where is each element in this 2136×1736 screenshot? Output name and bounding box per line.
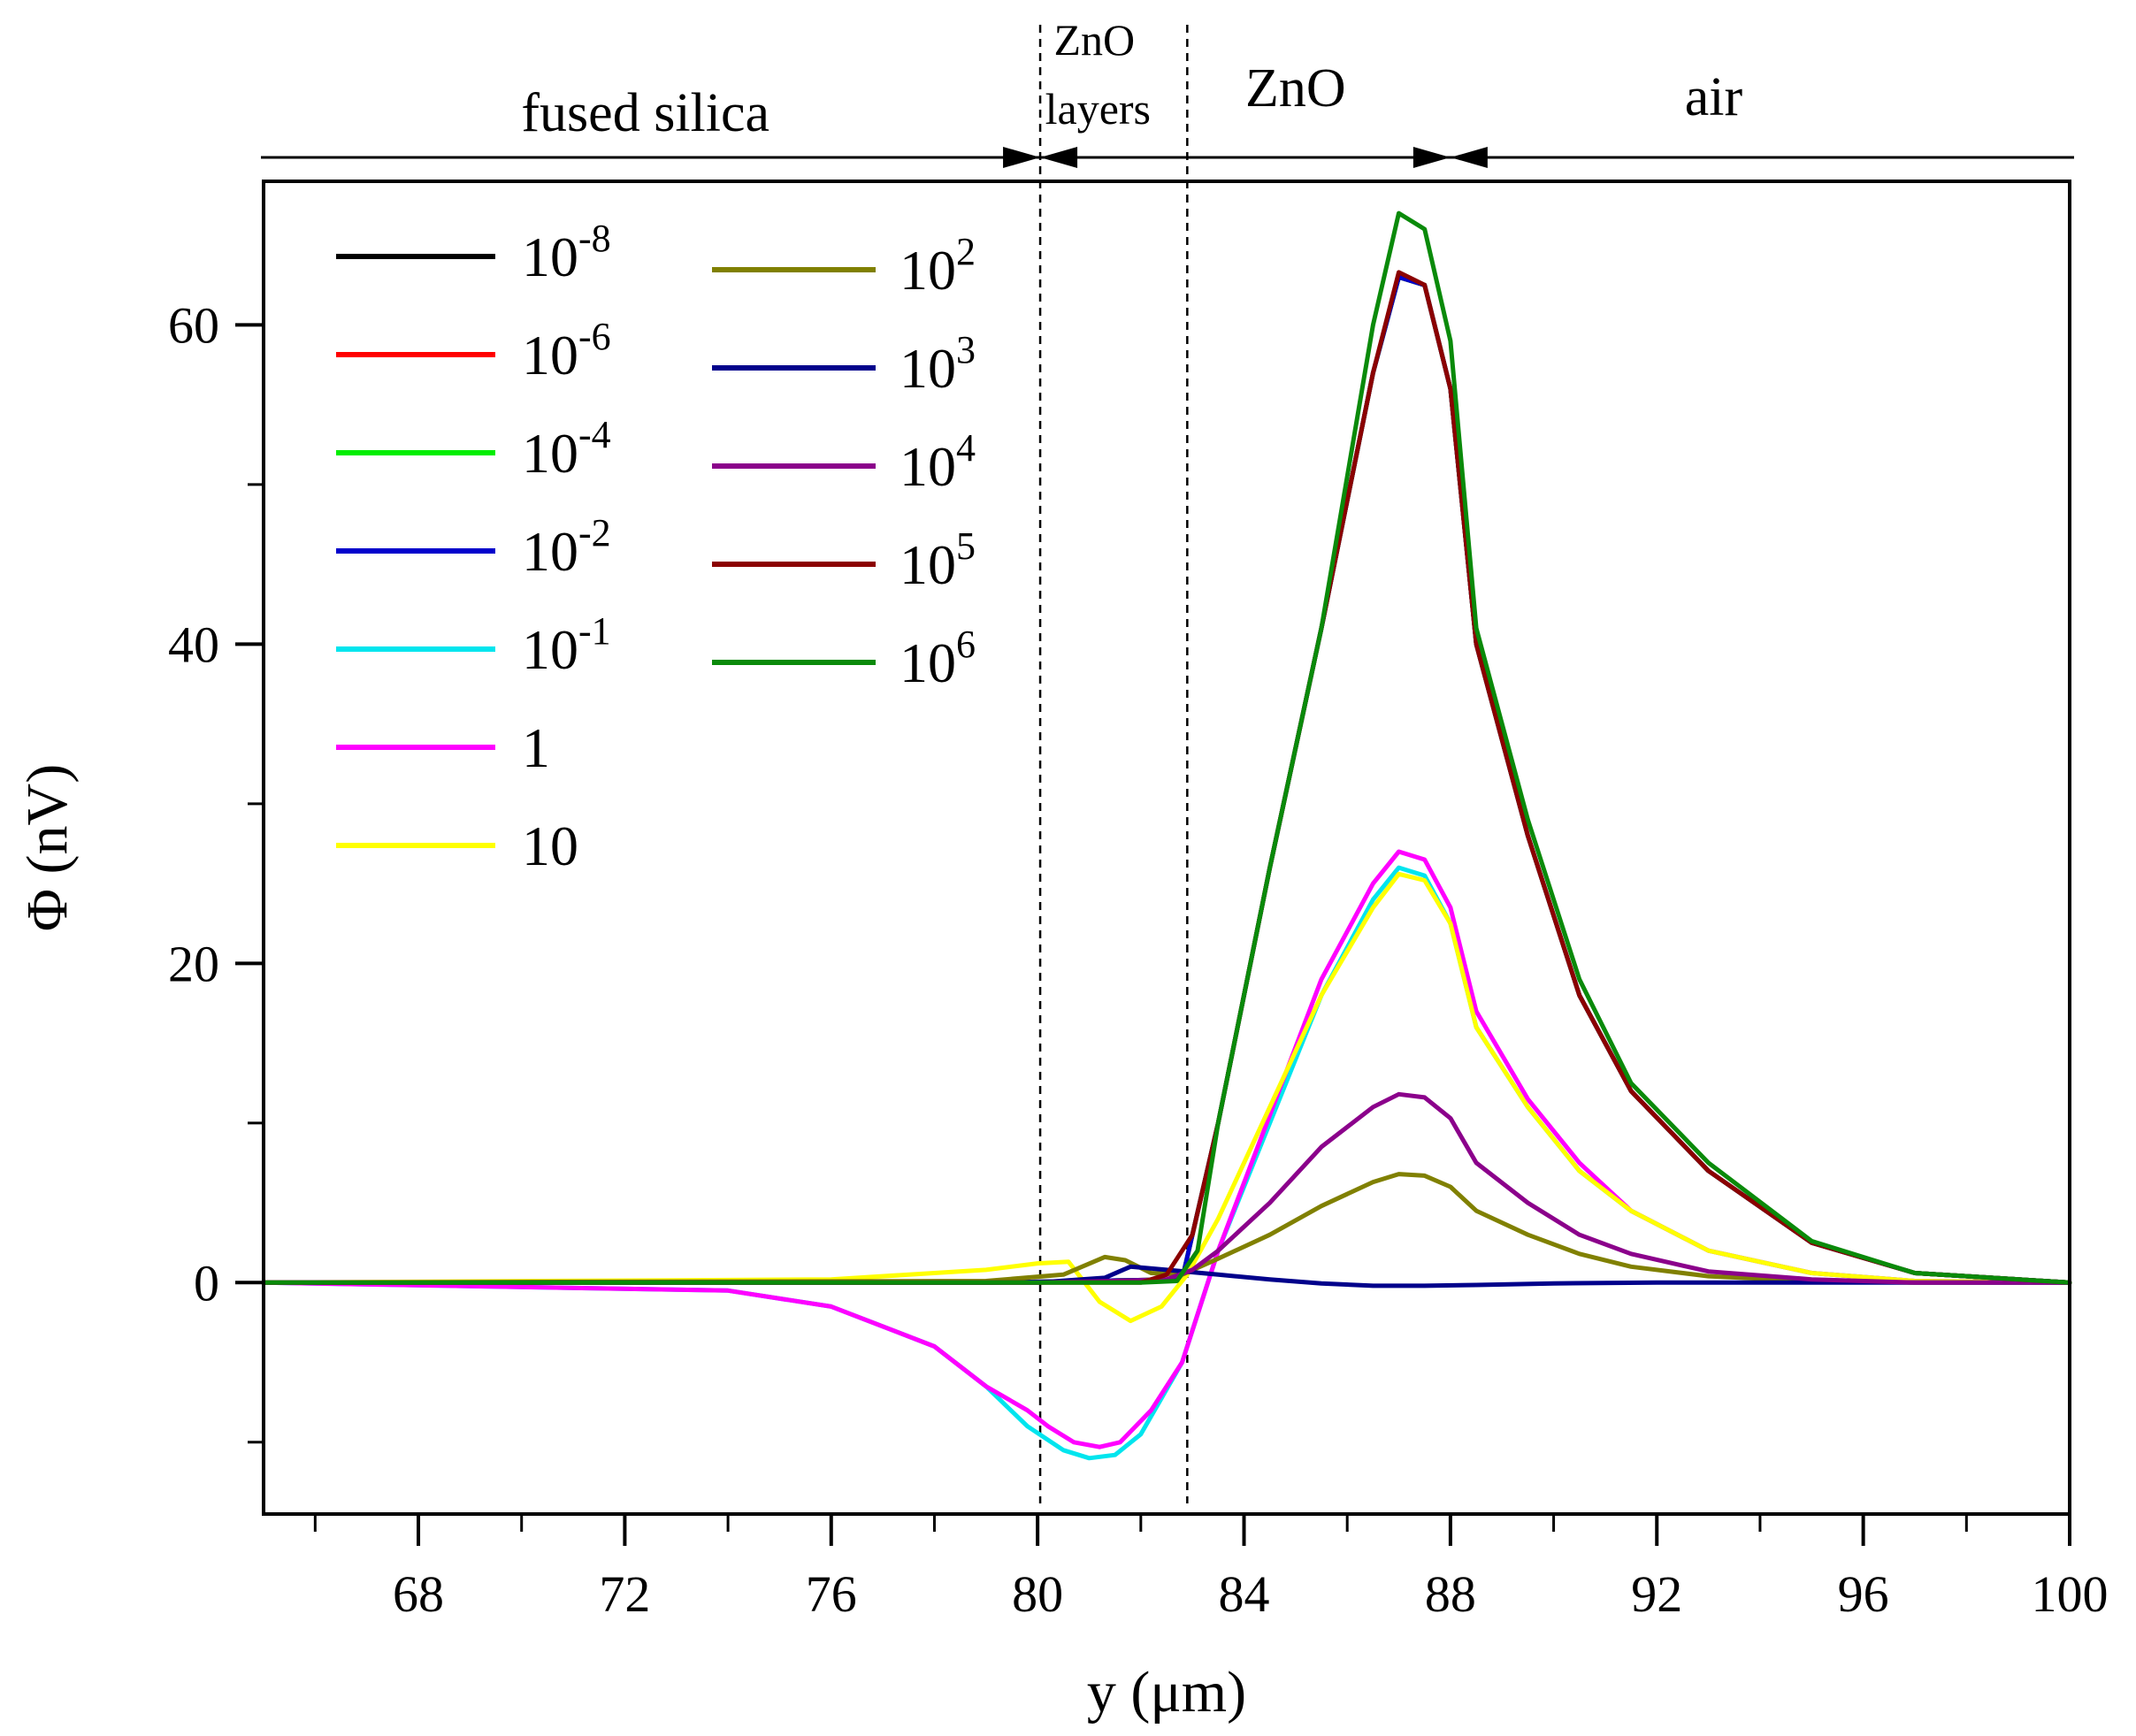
legend-exponent-7: 2 bbox=[956, 230, 976, 273]
series-line-11 bbox=[261, 210, 2072, 1285]
y-axis-title: Φ (nV) bbox=[15, 764, 80, 931]
x-tick-label: 68 bbox=[393, 1565, 444, 1623]
legend-label-4: 10-1 bbox=[522, 609, 611, 681]
x-tick-label: 72 bbox=[599, 1565, 650, 1623]
x-tick-label: 88 bbox=[1425, 1565, 1476, 1623]
y-tick-label: 60 bbox=[168, 296, 219, 354]
region-annotations: fused silica ZnO layers ZnO air bbox=[261, 15, 2074, 168]
legend-label-9: 104 bbox=[900, 426, 976, 498]
legend-label-10: 105 bbox=[900, 524, 976, 596]
arrowhead-left bbox=[1450, 147, 1488, 168]
series-line-9 bbox=[261, 1091, 2072, 1285]
region-label-air: air bbox=[1685, 67, 1743, 127]
series-line-8 bbox=[261, 1264, 2072, 1289]
region-label-zno-layers-line1: ZnO bbox=[1053, 15, 1135, 65]
legend-label-7: 102 bbox=[900, 230, 976, 302]
legend-label-3: 10-2 bbox=[522, 511, 611, 583]
region-label-fused-silica: fused silica bbox=[521, 83, 769, 143]
arrowhead-left bbox=[1040, 147, 1078, 168]
y-axis: 0 20 40 60 bbox=[168, 296, 264, 1444]
legend-exponent-8: 3 bbox=[956, 328, 976, 371]
series-line-4 bbox=[261, 865, 2072, 1461]
series-line-6 bbox=[261, 871, 2072, 1324]
legend-label-1: 10-6 bbox=[522, 315, 611, 386]
x-tick-label: 84 bbox=[1219, 1565, 1270, 1623]
x-tick-label: 96 bbox=[1838, 1565, 1889, 1623]
legend-label-8: 103 bbox=[900, 328, 976, 400]
legend-exponent-11: 6 bbox=[956, 623, 976, 666]
legend-exponent-0: -8 bbox=[578, 217, 611, 260]
x-axis-title: y (μm) bbox=[1087, 1660, 1246, 1725]
series-line-5 bbox=[261, 849, 2072, 1449]
region-label-zno-layers-line2: layers bbox=[1045, 84, 1151, 134]
legend-label-0: 10-8 bbox=[522, 217, 611, 288]
legend-exponent-1: -6 bbox=[578, 315, 611, 358]
x-tick-label: 100 bbox=[2032, 1565, 2109, 1623]
arrowhead-right bbox=[1003, 147, 1041, 168]
plot-frame bbox=[262, 180, 2071, 1516]
legend-exponent-2: -4 bbox=[578, 413, 611, 456]
x-tick-label: 80 bbox=[1012, 1565, 1063, 1623]
series-group bbox=[261, 210, 2072, 1461]
legend-exponent-9: 4 bbox=[956, 426, 976, 470]
legend: 10-8 10-6 10-4 10-2 10-1 1 10 102 103 104 105 106 bbox=[336, 217, 976, 877]
y-tick-label: 20 bbox=[168, 935, 219, 992]
legend-exponent-4: -1 bbox=[578, 609, 611, 653]
x-tick-label: 92 bbox=[1631, 1565, 1682, 1623]
x-tick-label: 76 bbox=[806, 1565, 857, 1623]
x-axis: 68 72 76 80 84 88 92 96 100 bbox=[313, 1514, 2109, 1623]
legend-label-2: 10-4 bbox=[522, 413, 611, 485]
series-line-7 bbox=[261, 1172, 2072, 1285]
y-tick-label: 0 bbox=[194, 1254, 219, 1312]
y-tick-label: 40 bbox=[168, 616, 219, 673]
legend-exponent-3: -2 bbox=[578, 511, 611, 554]
legend-exponent-10: 5 bbox=[956, 524, 976, 568]
legend-label-5: 1 bbox=[522, 716, 550, 779]
region-label-zno: ZnO bbox=[1245, 58, 1346, 119]
series-line-10 bbox=[261, 270, 2072, 1285]
arrowhead-right bbox=[1413, 147, 1451, 168]
legend-label-6: 10 bbox=[522, 814, 578, 877]
legend-label-11: 106 bbox=[900, 623, 976, 694]
